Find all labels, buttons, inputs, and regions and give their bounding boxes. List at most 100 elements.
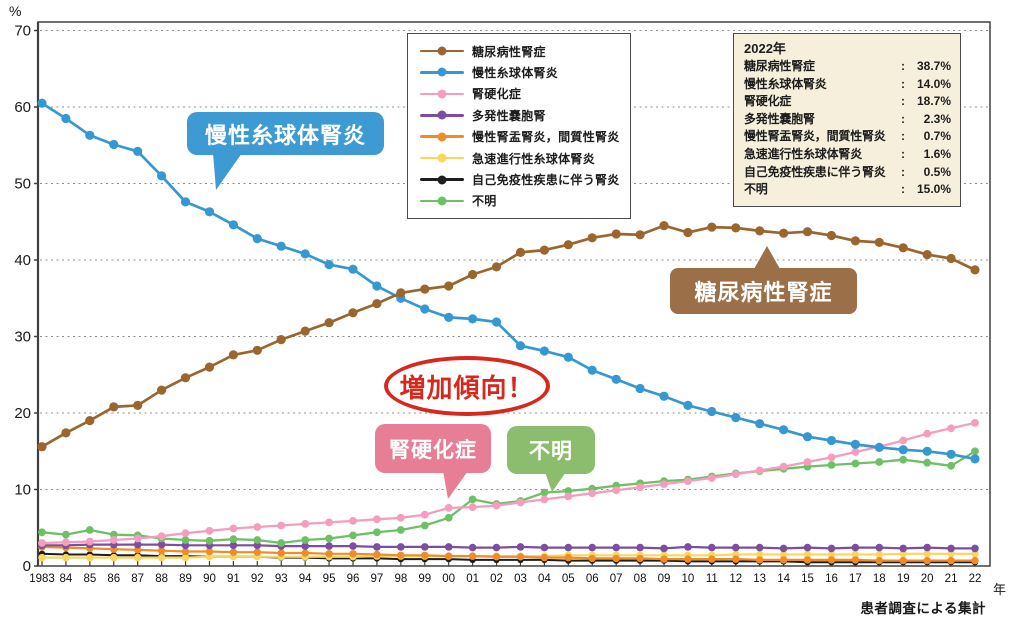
data-point bbox=[372, 281, 382, 291]
data-point bbox=[38, 553, 46, 562]
data-point bbox=[683, 400, 693, 410]
data-point bbox=[660, 555, 668, 563]
legend-box: 糖尿病性腎症 慢性糸球体腎炎 腎硬化症 多発性嚢胞腎 慢性腎盂腎炎，間質性腎炎 急速進行性… bbox=[407, 33, 631, 219]
data-point bbox=[684, 477, 692, 485]
data-point bbox=[325, 534, 333, 543]
data-point bbox=[61, 113, 71, 124]
data-point bbox=[62, 553, 70, 562]
data-point bbox=[563, 352, 573, 362]
info-row-label: 自己免疫性疾患に伴う腎炎 bbox=[744, 164, 886, 179]
data-point bbox=[779, 228, 789, 238]
data-point bbox=[373, 543, 381, 551]
data-point bbox=[802, 227, 813, 237]
annotation-bubble-diabetic: 糖尿病性腎症 bbox=[670, 246, 857, 314]
data-point bbox=[707, 406, 717, 417]
data-point bbox=[205, 526, 214, 535]
info-row-separator: : bbox=[901, 164, 905, 179]
info-row-value: 38.7% bbox=[916, 59, 951, 73]
data-point bbox=[349, 542, 357, 550]
data-point bbox=[133, 534, 142, 543]
x-tick-label: 20 bbox=[921, 573, 934, 585]
data-point bbox=[252, 234, 262, 244]
legend-item: 腎硬化症 bbox=[420, 85, 620, 103]
data-point bbox=[923, 556, 931, 565]
data-point bbox=[779, 550, 788, 559]
data-point bbox=[947, 550, 955, 558]
data-point bbox=[827, 453, 836, 462]
data-point bbox=[492, 501, 501, 510]
data-point bbox=[301, 549, 309, 557]
data-point bbox=[708, 555, 716, 563]
x-tick-label: 02 bbox=[490, 573, 503, 585]
legend-line-sample bbox=[420, 67, 464, 77]
data-point bbox=[229, 548, 238, 556]
data-point bbox=[252, 345, 262, 355]
info-row-separator: : bbox=[901, 76, 905, 91]
data-point bbox=[587, 365, 597, 375]
legend-item: 慢性糸球体腎炎 bbox=[420, 63, 620, 81]
data-point bbox=[756, 550, 764, 559]
info-row-separator: : bbox=[901, 182, 905, 197]
data-point bbox=[946, 253, 956, 264]
data-point bbox=[181, 529, 190, 537]
data-point bbox=[38, 539, 46, 547]
data-point bbox=[420, 510, 429, 519]
data-point bbox=[611, 374, 621, 384]
data-point bbox=[110, 553, 118, 562]
data-point bbox=[62, 530, 70, 539]
x-tick-label: 84 bbox=[60, 573, 73, 585]
data-point bbox=[276, 241, 286, 251]
data-point bbox=[396, 526, 405, 534]
data-point bbox=[779, 425, 789, 435]
data-point bbox=[588, 554, 596, 563]
data-point bbox=[229, 524, 238, 533]
y-tick-label: 60 bbox=[14, 99, 31, 116]
legend-label: 糖尿病性腎症 bbox=[472, 44, 546, 59]
data-point bbox=[898, 445, 908, 455]
bubble-tail bbox=[213, 153, 242, 190]
data-point bbox=[157, 171, 167, 181]
legend-dot bbox=[437, 196, 447, 206]
data-point bbox=[850, 236, 861, 246]
data-point bbox=[875, 556, 883, 565]
annotation-bubble-unknown: 不明 bbox=[507, 426, 595, 492]
data-point bbox=[157, 553, 166, 562]
data-point bbox=[539, 346, 550, 356]
data-point bbox=[899, 544, 907, 553]
data-point bbox=[300, 326, 310, 336]
x-tick-label: 19 bbox=[897, 573, 910, 585]
data-point bbox=[204, 362, 215, 372]
data-point bbox=[420, 284, 430, 294]
series-4 bbox=[38, 543, 979, 565]
data-point bbox=[62, 538, 70, 547]
data-point bbox=[397, 543, 405, 551]
data-point bbox=[923, 458, 932, 467]
data-point bbox=[157, 385, 167, 395]
x-tick-label: 1983 bbox=[29, 573, 55, 585]
series-line bbox=[41, 224, 976, 448]
legend-line-sample bbox=[420, 153, 464, 163]
data-point bbox=[874, 442, 884, 452]
data-point bbox=[468, 503, 477, 511]
data-point bbox=[205, 536, 214, 545]
x-tick-label: 06 bbox=[586, 573, 599, 585]
info-row-separator: : bbox=[901, 94, 905, 109]
data-point bbox=[683, 227, 693, 238]
info-row: 糖尿病性腎症:38.7% bbox=[744, 58, 951, 76]
data-point bbox=[707, 474, 716, 482]
data-point bbox=[205, 553, 214, 561]
x-tick-label: 99 bbox=[418, 573, 431, 585]
data-point bbox=[684, 555, 692, 563]
data-point bbox=[731, 413, 741, 423]
data-point bbox=[659, 391, 669, 401]
data-point bbox=[133, 540, 142, 549]
annotation-bubble-nephrosclerosis: 腎硬化症 bbox=[375, 424, 491, 499]
bubble-tail bbox=[443, 471, 468, 499]
data-point bbox=[612, 543, 620, 552]
y-tick-label: 40 bbox=[14, 252, 31, 269]
data-point bbox=[421, 543, 429, 551]
y-tick-label: 20 bbox=[14, 405, 31, 422]
legend-dot bbox=[437, 153, 447, 163]
data-point bbox=[300, 249, 310, 259]
data-point bbox=[564, 487, 573, 495]
